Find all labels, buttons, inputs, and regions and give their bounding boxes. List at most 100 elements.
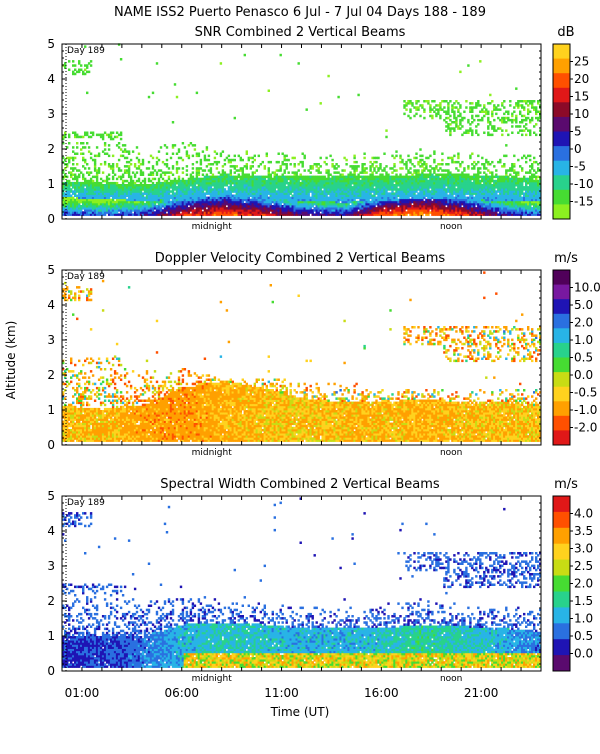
heatmap-cell: [127, 190, 131, 193]
heatmap-cell: [195, 196, 199, 200]
heatmap-cell: [103, 211, 107, 214]
heatmap-cell: [89, 192, 93, 195]
heatmap-cell: [66, 181, 69, 185]
heatmap-cell: [195, 192, 199, 195]
heatmap-cell: [175, 160, 179, 164]
heatmap-cell: [443, 106, 446, 109]
heatmap-cell: [115, 205, 119, 208]
heatmap-cell: [199, 184, 203, 187]
heatmap-cell: [495, 112, 498, 116]
heatmap-cell: [95, 190, 99, 193]
heatmap-cell: [153, 184, 157, 187]
heatmap-cell: [197, 177, 201, 181]
heatmap-cell: [80, 152, 83, 155]
heatmap-cell: [131, 186, 135, 189]
heatmap-cell: [179, 179, 183, 183]
heatmap-cell: [239, 200, 242, 204]
heatmap-cell: [151, 186, 155, 189]
heatmap-cell: [215, 198, 219, 202]
heatmap-cell: [411, 102, 414, 105]
heatmap-cell: [493, 165, 496, 168]
heatmap-cell: [121, 198, 125, 202]
heatmap-cell: [433, 158, 436, 162]
heatmap-cell: [89, 196, 93, 200]
heatmap-cell: [137, 188, 141, 191]
heatmap-cell: [473, 118, 476, 122]
heatmap-cell: [66, 213, 69, 216]
heatmap-cell: [395, 169, 398, 172]
heatmap-cell: [103, 148, 107, 151]
heatmap-cell: [167, 211, 171, 214]
heatmap-cell: [139, 173, 143, 176]
heatmap-cell: [197, 192, 201, 195]
heatmap-cell: [211, 202, 215, 206]
heatmap-cell: [111, 196, 115, 200]
heatmap-cell: [62, 213, 65, 216]
heatmap-cell: [74, 135, 77, 139]
heatmap-cell: [135, 167, 139, 170]
heatmap-cell: [247, 211, 250, 214]
heatmap-cell: [131, 188, 135, 191]
heatmap-cell: [173, 188, 177, 191]
heatmap-cell: [97, 211, 101, 214]
heatmap-cell: [66, 200, 69, 204]
heatmap-cell: [137, 158, 141, 162]
heatmap-cell: [145, 213, 149, 216]
heatmap-cell: [429, 154, 432, 158]
heatmap-cell: [181, 188, 185, 191]
heatmap-cell: [64, 135, 67, 139]
heatmap-cell: [213, 160, 217, 164]
heatmap-cell: [259, 175, 262, 179]
heatmap-cell: [239, 213, 242, 216]
heatmap-cell: [84, 211, 87, 214]
heatmap-cell: [211, 213, 215, 216]
heatmap-cell: [253, 179, 256, 183]
heatmap-cell: [121, 188, 125, 191]
heatmap-cell: [209, 177, 213, 181]
heatmap-cell: [253, 184, 256, 187]
heatmap-cell: [157, 200, 161, 204]
heatmap-cell: [155, 200, 159, 204]
heatmap-cell: [149, 192, 153, 195]
heatmap-cell: [97, 169, 101, 172]
heatmap-cell: [84, 207, 87, 210]
heatmap-cell: [223, 202, 227, 206]
heatmap-cell: [197, 194, 201, 197]
heatmap-cell: [125, 200, 129, 204]
heatmap-cell: [135, 179, 139, 183]
heatmap-cell: [219, 179, 223, 183]
heatmap-cell: [119, 133, 123, 137]
heatmap-cell: [103, 142, 107, 145]
heatmap-cell: [76, 142, 79, 145]
heatmap-cell: [229, 213, 232, 216]
heatmap-cell: [417, 169, 420, 172]
heatmap-cell: [127, 169, 131, 172]
heatmap-cell: [119, 177, 123, 181]
heatmap-cell: [227, 175, 231, 179]
heatmap-cell: [251, 181, 254, 185]
heatmap-cell: [409, 158, 412, 162]
heatmap-cell: [89, 209, 93, 212]
heatmap-cell: [151, 194, 155, 197]
heatmap-cell: [251, 186, 254, 189]
heatmap-cell: [64, 186, 67, 189]
heatmap-cell: [239, 196, 242, 200]
heatmap-cell: [233, 154, 236, 158]
heatmap-cell: [161, 188, 165, 191]
heatmap-cell: [255, 179, 258, 183]
heatmap-cell: [62, 202, 65, 206]
heatmap-cell: [155, 209, 159, 212]
heatmap-cell: [113, 181, 117, 185]
heatmap-cell: [221, 198, 225, 202]
heatmap-cell: [487, 116, 490, 120]
heatmap-cell: [213, 205, 217, 208]
heatmap-cell: [80, 209, 83, 212]
heatmap-cell: [197, 179, 201, 183]
heatmap-cell: [245, 207, 248, 210]
heatmap-cell: [95, 175, 99, 179]
heatmap-cell: [215, 184, 219, 187]
heatmap-cell: [89, 202, 93, 206]
heatmap-cell: [195, 160, 199, 164]
heatmap-cell: [207, 163, 211, 166]
heatmap-cell: [213, 211, 217, 214]
